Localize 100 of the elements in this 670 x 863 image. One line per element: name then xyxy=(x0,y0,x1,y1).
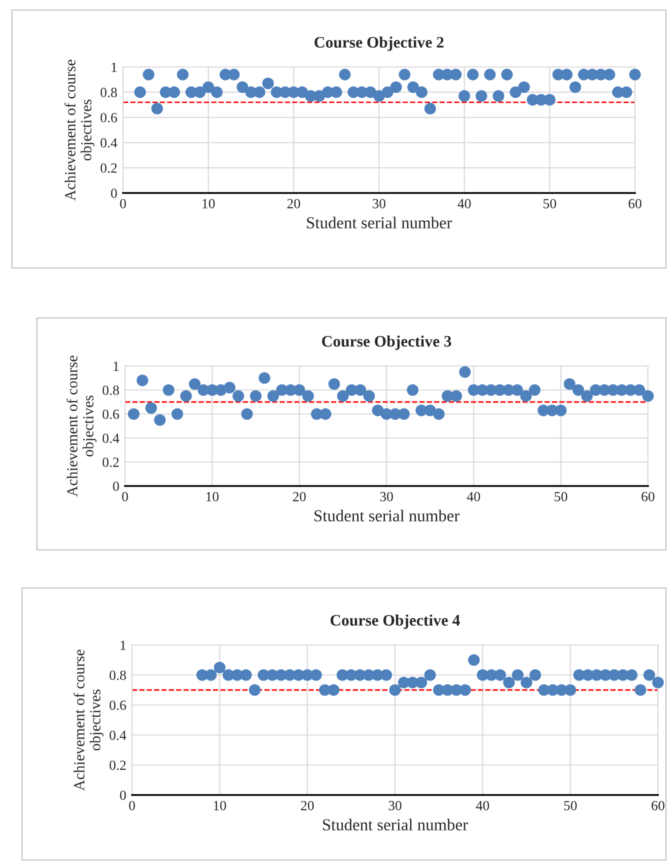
point xyxy=(564,378,576,390)
point xyxy=(188,378,201,390)
x-tick-label: 50 xyxy=(554,492,568,502)
point xyxy=(151,102,163,114)
point xyxy=(468,654,480,666)
x-axis-title: Student serial number xyxy=(314,510,460,522)
x-tick-label: 0 xyxy=(129,800,135,810)
point xyxy=(339,68,351,80)
point xyxy=(176,68,189,80)
x-axis-title: Student serial number xyxy=(306,216,452,228)
point xyxy=(134,86,146,98)
point xyxy=(501,68,513,80)
point xyxy=(634,684,646,696)
x-tick-label: 30 xyxy=(380,492,393,502)
point xyxy=(633,384,646,396)
point xyxy=(145,402,157,414)
x-tick-label: 20 xyxy=(287,198,300,208)
y-tick-label: 0.2 xyxy=(100,163,117,173)
point xyxy=(520,676,532,688)
y-tick-label: 0.6 xyxy=(100,112,118,122)
y-axis-title: Achievement of course objectives xyxy=(64,60,95,201)
point xyxy=(363,390,375,402)
point xyxy=(512,669,524,681)
point xyxy=(528,384,540,396)
point xyxy=(518,81,530,93)
point xyxy=(643,669,656,681)
point xyxy=(202,81,214,93)
x-tick-label: 30 xyxy=(388,800,402,810)
point xyxy=(581,390,593,402)
point xyxy=(652,676,664,688)
point xyxy=(162,384,174,396)
point xyxy=(424,669,436,681)
x-axis-title: Student serial number xyxy=(322,818,468,830)
point xyxy=(240,669,252,681)
point xyxy=(626,669,638,681)
point xyxy=(211,86,223,98)
x-tick-label: 40 xyxy=(466,492,480,502)
point xyxy=(214,662,226,674)
x-tick-label: 60 xyxy=(652,800,664,810)
y-tick-label: 0.6 xyxy=(102,410,120,420)
point xyxy=(241,408,253,420)
point xyxy=(503,676,515,688)
point xyxy=(180,390,192,402)
point xyxy=(398,68,410,80)
y-axis-title: Achievement of course objectives xyxy=(66,356,97,497)
point xyxy=(168,86,180,98)
point xyxy=(406,384,418,396)
point xyxy=(389,684,401,696)
point xyxy=(142,68,154,80)
point xyxy=(232,390,244,402)
point xyxy=(171,408,184,420)
point xyxy=(407,81,419,93)
point xyxy=(492,90,504,102)
point xyxy=(254,86,266,98)
point xyxy=(467,68,479,80)
point xyxy=(555,404,567,416)
point xyxy=(520,390,532,402)
point xyxy=(459,366,471,378)
point xyxy=(458,90,470,102)
point xyxy=(154,414,166,426)
point xyxy=(236,81,248,93)
point xyxy=(510,86,522,98)
point xyxy=(248,684,261,696)
point xyxy=(476,90,488,102)
chart-title: Course Objective 2 xyxy=(314,36,444,51)
point xyxy=(398,408,410,420)
y-tick-label: 0 xyxy=(113,482,119,491)
y-tick-label: 0.8 xyxy=(100,88,117,98)
y-tick-label: 0.4 xyxy=(110,730,126,740)
point xyxy=(136,374,148,386)
point xyxy=(128,408,140,420)
point xyxy=(262,78,274,90)
point xyxy=(310,669,322,681)
x-tick-label: 40 xyxy=(458,198,471,208)
point xyxy=(544,94,556,106)
y-tick-label: 0.6 xyxy=(110,700,126,710)
point xyxy=(267,390,279,402)
point xyxy=(354,384,366,396)
point xyxy=(382,86,394,98)
point xyxy=(629,68,641,80)
point xyxy=(390,81,402,93)
point xyxy=(620,86,632,98)
y-tick-label: 0.8 xyxy=(102,386,119,396)
x-tick-label: 10 xyxy=(202,198,215,208)
point xyxy=(302,390,314,402)
point xyxy=(484,68,496,80)
point xyxy=(494,669,506,681)
y-tick-label: 0.2 xyxy=(102,458,119,468)
point xyxy=(642,390,654,402)
y-tick-label: 0.8 xyxy=(110,670,126,680)
x-tick-label: 40 xyxy=(476,800,490,810)
y-tick-label: 0.4 xyxy=(100,138,118,148)
x-tick-label: 60 xyxy=(628,198,642,208)
y-tick-label: 1 xyxy=(120,640,126,650)
point xyxy=(450,390,462,402)
point xyxy=(228,68,240,80)
point xyxy=(330,86,342,98)
point xyxy=(572,384,584,396)
x-tick-label: 50 xyxy=(564,800,577,810)
point xyxy=(569,81,582,93)
